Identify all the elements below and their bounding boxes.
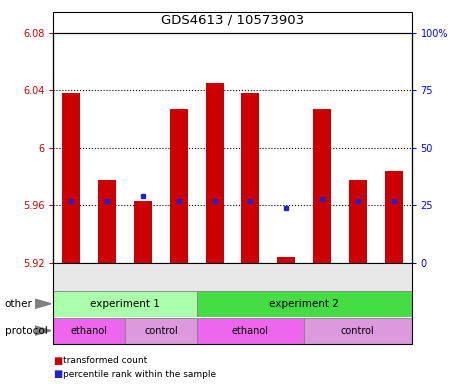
Text: ■: ■: [53, 356, 63, 366]
Bar: [197, 318, 304, 344]
Bar: [385, 171, 403, 263]
Bar: [53, 263, 412, 292]
Text: ■: ■: [53, 369, 63, 379]
Text: experiment 1: experiment 1: [90, 299, 160, 309]
Bar: [53, 12, 412, 344]
Bar: [98, 179, 116, 263]
Bar: [62, 93, 80, 263]
Text: other: other: [5, 299, 33, 309]
Bar: [125, 318, 197, 344]
Text: control: control: [341, 326, 375, 336]
Bar: [313, 109, 331, 263]
Bar: [277, 257, 295, 263]
Bar: [241, 93, 259, 263]
Bar: [304, 318, 412, 344]
Polygon shape: [35, 326, 51, 335]
Bar: [206, 83, 224, 263]
Bar: [349, 179, 367, 263]
Bar: [53, 318, 125, 344]
Text: transformed count: transformed count: [63, 356, 147, 366]
Text: ethanol: ethanol: [232, 326, 269, 336]
Bar: [53, 291, 197, 317]
Polygon shape: [35, 299, 51, 308]
Text: control: control: [144, 326, 178, 336]
Text: experiment 2: experiment 2: [269, 299, 339, 309]
Text: protocol: protocol: [5, 326, 47, 336]
Text: ethanol: ethanol: [71, 326, 108, 336]
Bar: [170, 109, 188, 263]
Bar: [197, 291, 412, 317]
Text: GDS4613 / 10573903: GDS4613 / 10573903: [161, 13, 304, 26]
Text: percentile rank within the sample: percentile rank within the sample: [63, 370, 216, 379]
Bar: [134, 201, 152, 263]
